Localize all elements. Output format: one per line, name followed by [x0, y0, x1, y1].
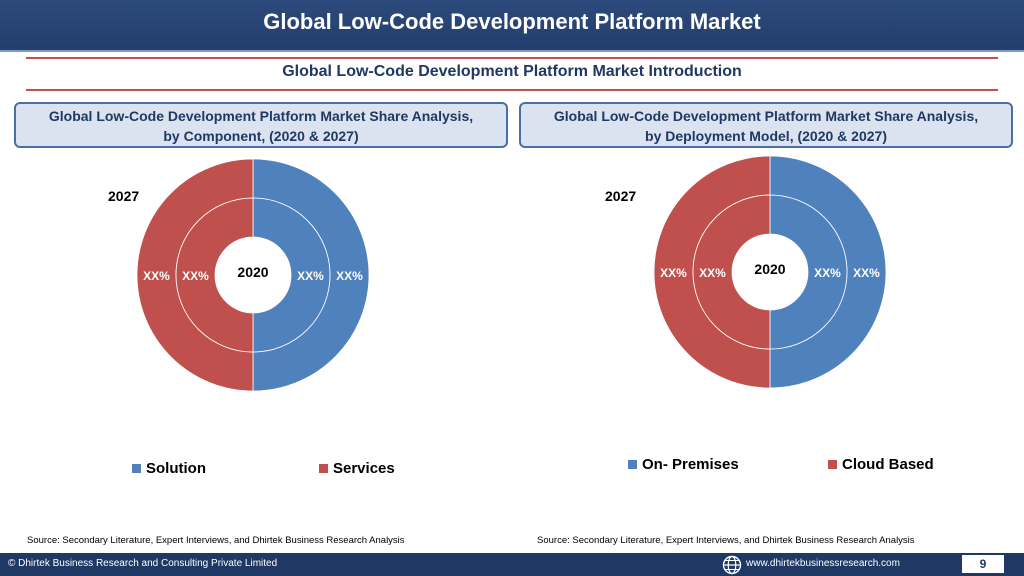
legend-label-cloud-based: Cloud Based: [842, 456, 934, 473]
deployment-outer-year-label: 2027: [605, 188, 637, 204]
donut-slice-inner-cloud-based: [692, 194, 771, 350]
donut-slice-inner-on-premises: [769, 194, 848, 350]
legend-swatch-services: [319, 464, 328, 473]
deployment-donut-chart: XX% XX% XX% XX% 2020: [653, 155, 887, 389]
legend-item-solution: Solution: [132, 460, 206, 477]
legend-item-services: Services: [319, 460, 395, 477]
legend-swatch-on-premises: [628, 460, 637, 469]
top-divider: [26, 57, 998, 59]
value-label-inner-right: XX%: [814, 266, 841, 280]
footer-website-link[interactable]: www.dhirtekbusinessresearch.com: [746, 558, 900, 569]
title-bar: Global Low-Code Development Platform Mar…: [0, 0, 1024, 52]
legend-swatch-cloud-based: [828, 460, 837, 469]
component-chart-title-box: Global Low-Code Development Platform Mar…: [14, 102, 508, 148]
legend-label-services: Services: [333, 460, 395, 477]
inner-year-label: 2020: [237, 264, 268, 280]
deployment-source-note: Source: Secondary Literature, Expert Int…: [537, 535, 915, 546]
value-label-outer-left: XX%: [143, 269, 170, 283]
legend-label-solution: Solution: [146, 460, 206, 477]
legend-label-on-premises: On- Premises: [642, 456, 739, 473]
globe-icon: [722, 555, 742, 575]
legend-item-on-premises: On- Premises: [628, 456, 739, 473]
footer-bar: © Dhirtek Business Research and Consulti…: [0, 553, 1024, 576]
page-title: Global Low-Code Development Platform Mar…: [263, 9, 761, 34]
value-label-inner-left: XX%: [182, 269, 209, 283]
deployment-chart-title-line2: by Deployment Model, (2020 & 2027): [645, 128, 887, 144]
inner-year-label: 2020: [754, 261, 785, 277]
component-chart-title-line2: by Component, (2020 & 2027): [163, 128, 359, 144]
donut-slice-inner-services: [175, 197, 254, 353]
footer-copyright: © Dhirtek Business Research and Consulti…: [8, 558, 278, 569]
page-number: 9: [962, 555, 1004, 573]
legend-item-cloud-based: Cloud Based: [828, 456, 934, 473]
section-subtitle: Global Low-Code Development Platform Mar…: [282, 63, 742, 80]
component-outer-year-label: 2027: [108, 188, 140, 204]
deployment-chart-title-line1: Global Low-Code Development Platform Mar…: [553, 108, 979, 124]
value-label-inner-right: XX%: [297, 269, 324, 283]
component-donut-chart: XX% XX% XX% XX% 2020: [136, 158, 370, 392]
value-label-outer-right: XX%: [853, 266, 880, 280]
value-label-inner-left: XX%: [699, 266, 726, 280]
legend-swatch-solution: [132, 464, 141, 473]
deployment-chart-title-box: Global Low-Code Development Platform Mar…: [519, 102, 1013, 148]
value-label-outer-left: XX%: [660, 266, 687, 280]
value-label-outer-right: XX%: [336, 269, 363, 283]
bottom-divider: [26, 89, 998, 91]
component-source-note: Source: Secondary Literature, Expert Int…: [27, 535, 405, 546]
donut-slice-inner-solution: [252, 197, 331, 353]
component-chart-title-line1: Global Low-Code Development Platform Mar…: [48, 108, 474, 124]
